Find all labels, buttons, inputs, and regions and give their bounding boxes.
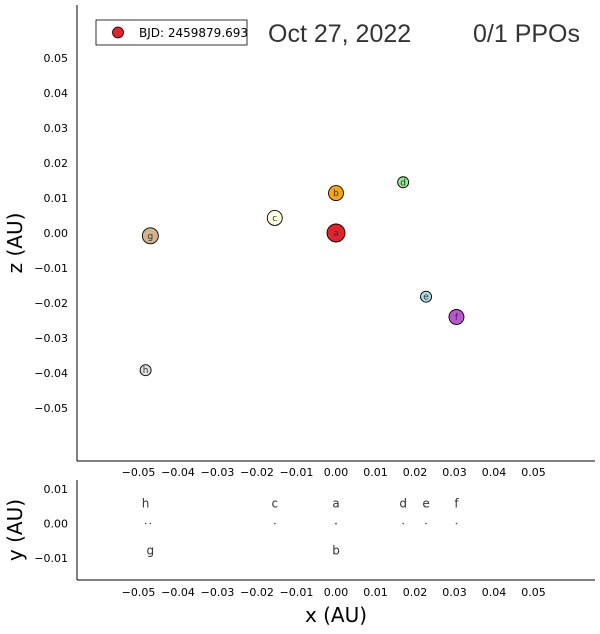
planet-y-label-c: c — [271, 497, 278, 511]
top-y-tick-label: −0.05 — [34, 402, 68, 415]
planet-point-b — [328, 185, 344, 202]
bottom-x-tick-label: 0.05 — [521, 586, 546, 599]
top-y-ticks: 0.05 0.04 0.03 0.02 0.01 0.00 −0.01 −0.02 −0.03 −… — [34, 52, 68, 415]
bottom-x-tick-label: −0.02 — [240, 586, 274, 599]
planet-y-label-d: d — [399, 497, 407, 511]
top-x-ticks: −0.05 −0.04 −0.03 −0.02 −0.01 0.00 0.01 0.02 0.0… — [122, 466, 546, 479]
bottom-x-tick-label: 0.02 — [403, 586, 428, 599]
planet-point-a — [326, 223, 346, 243]
top-x-tick-label: −0.04 — [161, 466, 195, 479]
bottom-y-tick-label: 0.01 — [44, 483, 69, 496]
planet-dot-c — [273, 522, 276, 525]
bottom-x-tick-label: −0.05 — [122, 586, 156, 599]
bottom-x-tick-label: 0.01 — [363, 586, 388, 599]
date-label: Oct 27, 2022 — [268, 20, 411, 48]
bottom-x-tick-label: 0.04 — [482, 586, 507, 599]
top-panel-frame — [76, 5, 595, 462]
planet-point-c — [266, 209, 283, 226]
planet-label-e: e — [423, 293, 429, 303]
planet-y-label-f: f — [454, 497, 459, 511]
top-y-tick-label: 0.01 — [44, 192, 69, 205]
top-x-tick-label: −0.02 — [240, 466, 274, 479]
top-points: g h c b a d e f — [139, 176, 465, 377]
planet-dot-e — [425, 522, 427, 525]
bottom-panel-frame — [76, 480, 595, 581]
top-y-axis-title: z (AU) — [3, 213, 27, 274]
planet-label-a: a — [333, 229, 339, 239]
bottom-x-tick-label: −0.01 — [280, 586, 314, 599]
top-y-tick-label: 0.04 — [44, 87, 69, 100]
planet-label-d: d — [400, 178, 406, 188]
planet-point-d — [397, 176, 410, 189]
planet-point-g — [141, 227, 159, 245]
bottom-x-tick-label: −0.04 — [161, 586, 195, 599]
bottom-y-ticks: 0.01 0.00 −0.01 — [34, 483, 68, 565]
bottom-x-tick-label: 0.00 — [324, 586, 349, 599]
bottom-x-tick-label: −0.03 — [201, 586, 235, 599]
top-x-tick-label: 0.03 — [442, 466, 467, 479]
planet-y-label-e: e — [422, 497, 429, 511]
top-y-tick-label: −0.03 — [34, 332, 68, 345]
top-x-tick-label: 0.01 — [363, 466, 388, 479]
planet-dot-h — [144, 522, 147, 525]
legend-marker — [112, 26, 124, 39]
planet-dot-b — [335, 522, 337, 525]
top-x-tick-label: 0.04 — [482, 466, 507, 479]
planet-y-label-g: g — [147, 544, 155, 558]
top-x-tick-label: −0.01 — [280, 466, 314, 479]
planet-label-b: b — [333, 189, 339, 199]
planet-point-e — [420, 290, 433, 303]
top-y-tick-label: 0.02 — [44, 157, 69, 170]
planet-dot-f — [455, 522, 458, 525]
top-x-tick-label: 0.00 — [324, 466, 349, 479]
ppo-status: 0/1 PPOs — [473, 20, 580, 48]
legend: BJD: 2459879.693 — [95, 19, 248, 46]
legend-label: BJD: 2459879.693 — [139, 26, 248, 40]
planet-dot-g — [149, 522, 152, 525]
bottom-x-tick-label: 0.03 — [442, 586, 467, 599]
top-y-tick-label: −0.04 — [34, 367, 68, 380]
planet-y-label-b: b — [332, 544, 340, 558]
bottom-x-axis-title: x (AU) — [305, 603, 367, 627]
bottom-y-tick-label: −0.01 — [34, 552, 68, 565]
planet-y-label-a: a — [332, 497, 339, 511]
planet-point-h — [139, 364, 152, 377]
bottom-x-ticks: −0.05 −0.04 −0.03 −0.02 −0.01 0.00 0.01 0.02 0.0… — [122, 586, 546, 599]
planet-y-label-h: h — [142, 497, 150, 511]
planet-dot-d — [402, 522, 404, 525]
bottom-y-tick-label: 0.00 — [44, 518, 69, 531]
top-y-tick-label: 0.05 — [44, 52, 69, 65]
planet-point-f — [448, 309, 465, 325]
planet-label-f: f — [455, 313, 459, 323]
planet-label-c: c — [272, 214, 277, 224]
top-x-tick-label: 0.02 — [403, 466, 428, 479]
top-x-tick-label: −0.05 — [122, 466, 156, 479]
top-y-tick-label: 0.00 — [44, 227, 69, 240]
planet-label-g: g — [147, 232, 153, 242]
planet-label-h: h — [143, 366, 149, 376]
bottom-y-axis-title: y (AU) — [3, 499, 27, 561]
top-y-tick-label: −0.02 — [34, 297, 68, 310]
top-x-tick-label: −0.03 — [201, 466, 235, 479]
top-y-tick-label: −0.01 — [34, 262, 68, 275]
bottom-points: h g c a b d e f — [142, 497, 460, 558]
top-y-tick-label: 0.03 — [44, 122, 69, 135]
top-x-tick-label: 0.05 — [521, 466, 546, 479]
